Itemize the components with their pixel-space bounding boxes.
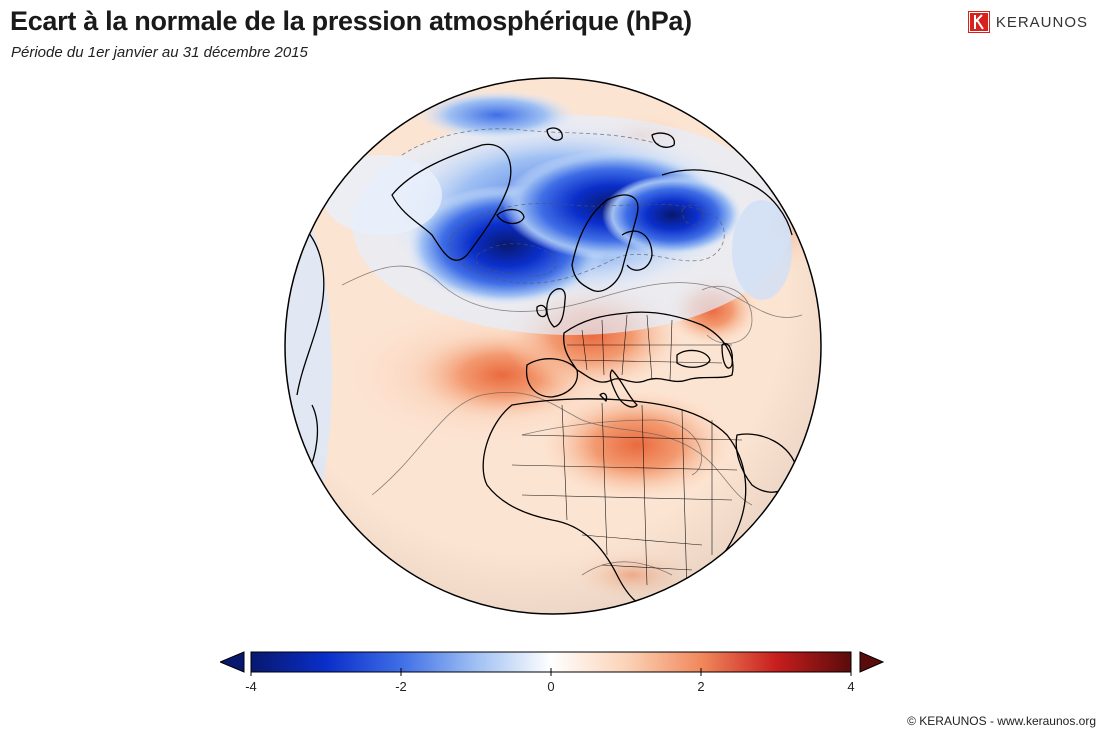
colorbar-ticks <box>250 668 852 676</box>
colorbar-tick-label: 2 <box>697 679 705 694</box>
keraunos-logo-icon <box>967 11 990 33</box>
colorbar-tick-label: 0 <box>547 679 555 694</box>
brand-name: KERAUNOS <box>995 13 1088 31</box>
colorbar-tick-label: 4 <box>847 679 855 694</box>
colorbar-tick-label: -2 <box>395 679 407 694</box>
page-title: Ecart à la normale de la pression atmosp… <box>10 6 692 36</box>
copyright-text: © KERAUNOS - www.keraunos.org <box>907 714 1096 728</box>
page-subtitle: Période du 1er janvier au 31 décembre 20… <box>11 44 308 61</box>
colorbar-extend-max-icon <box>859 651 884 673</box>
brand-logo[interactable]: KERAUNOS <box>967 11 1088 33</box>
colorbar-extend-min-icon <box>220 651 245 673</box>
colorbar-tick-label: -4 <box>245 679 257 694</box>
colorbar <box>220 651 884 676</box>
globe-map <box>284 77 822 615</box>
